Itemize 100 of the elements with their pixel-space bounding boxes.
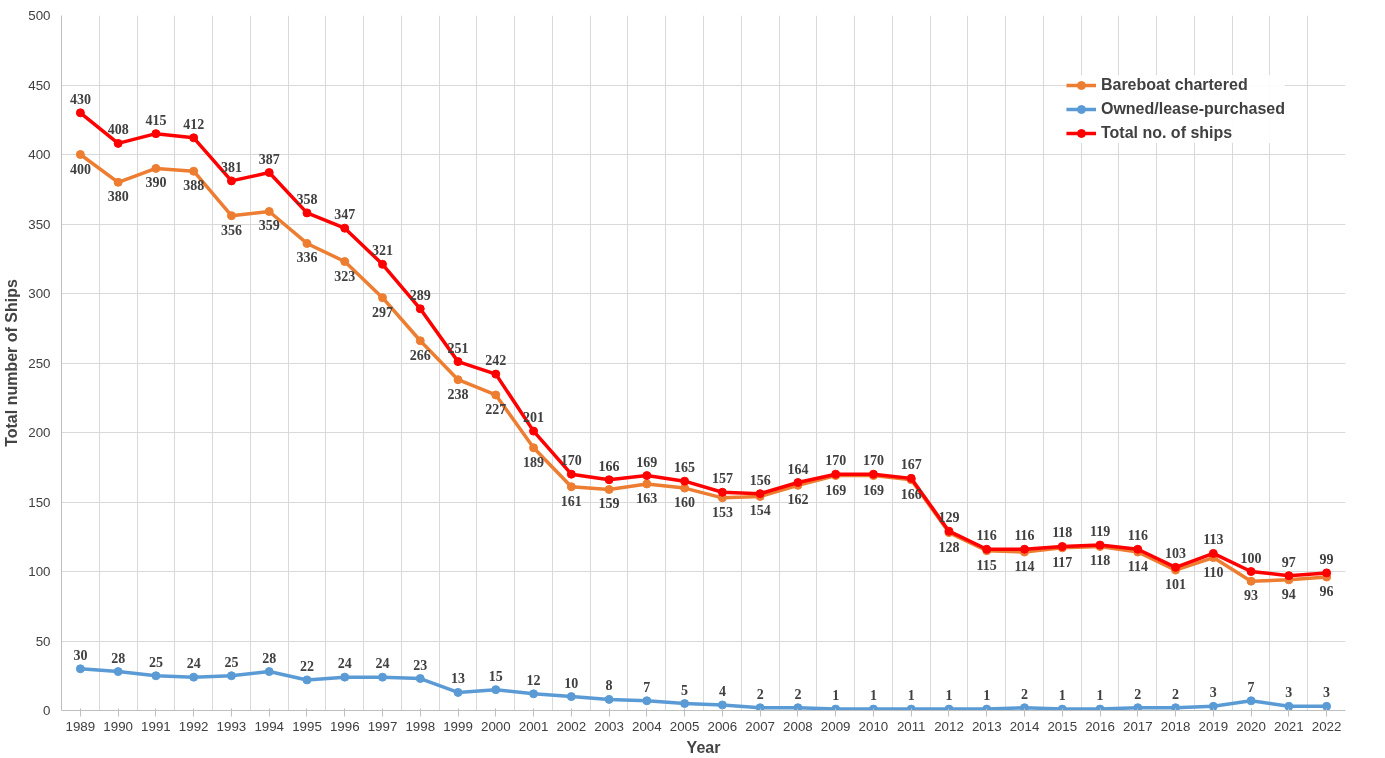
x-tick-label: 2019 xyxy=(1198,718,1229,734)
point xyxy=(189,672,199,682)
y-axis-title: Total number of Ships xyxy=(3,279,21,447)
data-label: 2 xyxy=(794,686,802,702)
point xyxy=(1208,548,1218,558)
y-tick-label: 350 xyxy=(28,216,51,232)
point xyxy=(75,150,85,159)
x-tick-label: 1994 xyxy=(254,718,285,734)
data-label: 12 xyxy=(526,672,541,688)
point xyxy=(378,672,387,682)
legend-label: Total no. of ships xyxy=(1100,124,1233,142)
point xyxy=(226,671,236,681)
point xyxy=(491,685,501,695)
point xyxy=(1246,576,1256,586)
x-tick-label: 1992 xyxy=(178,718,209,734)
point xyxy=(1322,701,1332,711)
data-label: 169 xyxy=(825,482,847,498)
point xyxy=(604,694,614,704)
y-tick-label: 50 xyxy=(35,633,51,649)
x-tick-label: 1999 xyxy=(443,718,473,734)
y-tick-label: 150 xyxy=(28,494,51,510)
data-label: 30 xyxy=(73,647,88,663)
point xyxy=(378,293,387,303)
point xyxy=(189,166,199,176)
point xyxy=(680,699,690,709)
point xyxy=(226,176,236,186)
data-label: 1 xyxy=(983,688,991,704)
data-label: 400 xyxy=(69,161,91,177)
point xyxy=(113,138,123,148)
data-label: 93 xyxy=(1244,588,1259,604)
data-label: 323 xyxy=(334,268,356,284)
data-label: 170 xyxy=(862,453,884,469)
data-label: 1 xyxy=(945,688,953,704)
point xyxy=(340,672,350,682)
data-label: 101 xyxy=(1165,577,1187,593)
point xyxy=(566,692,576,702)
data-label: 430 xyxy=(69,91,91,107)
data-label: 129 xyxy=(938,510,960,526)
data-label: 161 xyxy=(560,493,582,509)
data-label: 116 xyxy=(1127,528,1148,544)
x-tick-label: 2013 xyxy=(971,718,1002,734)
point xyxy=(302,675,312,685)
x-axis-title: Year xyxy=(686,738,721,756)
point xyxy=(604,475,614,485)
data-label: 15 xyxy=(488,668,503,684)
x-tick-label: 2002 xyxy=(556,718,587,734)
point xyxy=(642,479,652,489)
data-label: 1 xyxy=(1058,688,1066,704)
x-tick-label: 2021 xyxy=(1274,718,1304,734)
point xyxy=(302,208,312,218)
y-tick-label: 250 xyxy=(28,355,51,371)
data-label: 162 xyxy=(787,492,809,508)
y-tick-label: 0 xyxy=(43,703,51,718)
data-label: 1 xyxy=(907,688,915,704)
data-label: 160 xyxy=(674,495,696,511)
point xyxy=(1171,703,1181,711)
data-label: 128 xyxy=(938,539,960,555)
data-label: 169 xyxy=(862,482,884,498)
point xyxy=(566,482,576,492)
x-tick-label: 1998 xyxy=(405,718,436,734)
data-label: 170 xyxy=(560,453,582,469)
data-label: 289 xyxy=(409,287,431,303)
data-label: 22 xyxy=(299,658,314,674)
x-tick-label: 1996 xyxy=(329,718,360,734)
data-label: 24 xyxy=(186,656,201,672)
data-label: 166 xyxy=(598,458,620,474)
data-label: 380 xyxy=(107,189,129,205)
point xyxy=(415,304,425,314)
data-label: 154 xyxy=(749,503,771,519)
data-label: 23 xyxy=(413,657,428,673)
point xyxy=(1284,701,1294,711)
point xyxy=(264,207,274,216)
data-label: 408 xyxy=(107,122,129,138)
data-label: 1 xyxy=(832,688,840,704)
data-label: 390 xyxy=(145,175,167,191)
point xyxy=(453,375,463,385)
point xyxy=(1208,701,1218,711)
legend-label: Owned/lease-purchased xyxy=(1100,100,1285,118)
data-label: 28 xyxy=(111,650,126,666)
x-tick-label: 2014 xyxy=(1009,718,1040,734)
x-tick-label: 2000 xyxy=(480,718,511,734)
x-tick-label: 2008 xyxy=(783,718,813,734)
data-label: 381 xyxy=(220,159,242,175)
point xyxy=(75,664,85,674)
data-label: 153 xyxy=(711,504,733,520)
point xyxy=(264,667,274,677)
data-label: 117 xyxy=(1052,554,1073,570)
point xyxy=(1246,567,1256,576)
data-label: 156 xyxy=(749,472,771,488)
data-label: 2 xyxy=(1172,686,1180,702)
data-label: 1 xyxy=(869,688,877,704)
data-label: 114 xyxy=(1014,559,1035,575)
data-label: 1 xyxy=(1096,688,1104,704)
data-label: 266 xyxy=(409,347,431,363)
data-label: 3 xyxy=(1209,685,1217,701)
data-label: 8 xyxy=(605,678,613,694)
point xyxy=(793,703,803,711)
x-tick-label: 1993 xyxy=(216,718,247,734)
point xyxy=(529,689,539,699)
point xyxy=(755,703,765,711)
